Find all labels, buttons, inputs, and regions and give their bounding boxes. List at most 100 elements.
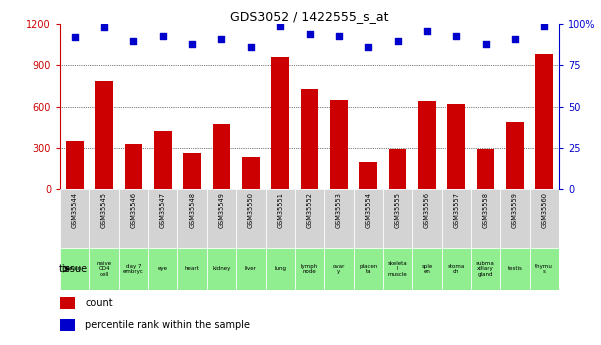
Text: sple
en: sple en <box>421 264 433 274</box>
Point <box>158 33 168 38</box>
Text: thymu
s: thymu s <box>535 264 553 274</box>
Bar <box>295 189 324 248</box>
Text: GSM35554: GSM35554 <box>365 192 371 228</box>
Text: kidney: kidney <box>212 266 231 272</box>
Point <box>188 41 197 47</box>
Bar <box>500 248 529 290</box>
Bar <box>383 189 412 248</box>
Bar <box>383 248 412 290</box>
Text: day 7
embryc: day 7 embryc <box>123 264 144 274</box>
Bar <box>96 80 113 189</box>
Point <box>392 38 402 43</box>
Bar <box>66 141 84 189</box>
Bar <box>442 189 471 248</box>
Point <box>540 23 549 29</box>
Text: stoma
ch: stoma ch <box>448 264 465 274</box>
Point <box>305 31 314 37</box>
Bar <box>266 248 295 290</box>
Point <box>99 25 109 30</box>
Title: GDS3052 / 1422555_s_at: GDS3052 / 1422555_s_at <box>230 10 389 23</box>
Bar <box>418 101 436 189</box>
Bar <box>207 189 236 248</box>
Bar <box>119 248 148 290</box>
Bar <box>529 189 559 248</box>
Text: GSM35547: GSM35547 <box>160 192 166 228</box>
Bar <box>506 122 523 189</box>
Point <box>70 34 79 40</box>
Text: GSM35546: GSM35546 <box>130 192 136 228</box>
Text: skeleta
l
muscle: skeleta l muscle <box>388 260 407 277</box>
Bar <box>529 248 559 290</box>
Point <box>246 45 255 50</box>
Point <box>217 36 227 42</box>
Point <box>129 38 138 43</box>
Bar <box>213 125 230 189</box>
Text: GSM35553: GSM35553 <box>336 192 342 228</box>
Text: lymph
node: lymph node <box>301 264 318 274</box>
Text: heart: heart <box>185 266 200 272</box>
Point <box>422 28 432 33</box>
Bar <box>447 104 465 189</box>
Text: GSM35552: GSM35552 <box>307 192 313 228</box>
Bar <box>177 189 207 248</box>
Text: liver: liver <box>245 266 257 272</box>
Bar <box>412 248 442 290</box>
Text: GSM35545: GSM35545 <box>101 192 107 228</box>
Bar <box>471 248 500 290</box>
Bar <box>353 189 383 248</box>
Bar <box>148 189 177 248</box>
Bar <box>154 131 172 189</box>
Bar <box>119 189 148 248</box>
Text: brain: brain <box>68 266 82 272</box>
Text: placen
ta: placen ta <box>359 264 377 274</box>
Bar <box>324 189 353 248</box>
Point <box>275 23 285 29</box>
Bar <box>242 157 260 189</box>
Bar <box>148 248 177 290</box>
Bar <box>90 189 119 248</box>
Bar <box>442 248 471 290</box>
Text: GSM35549: GSM35549 <box>219 192 225 228</box>
Bar <box>295 248 324 290</box>
Bar <box>60 189 90 248</box>
Bar <box>471 189 500 248</box>
Bar <box>389 149 406 189</box>
Text: eye: eye <box>158 266 168 272</box>
Bar <box>500 189 529 248</box>
Bar <box>477 149 495 189</box>
Bar <box>60 248 90 290</box>
Text: GSM35548: GSM35548 <box>189 192 195 228</box>
Bar <box>412 189 442 248</box>
Text: GSM35557: GSM35557 <box>453 192 459 228</box>
Bar <box>359 161 377 189</box>
Point <box>510 36 520 42</box>
Bar <box>236 189 266 248</box>
Bar <box>60 319 75 331</box>
Bar <box>535 55 553 189</box>
Text: subma
xillary
gland: subma xillary gland <box>476 260 495 277</box>
Text: GSM35551: GSM35551 <box>277 192 283 228</box>
Bar <box>272 57 289 189</box>
Bar <box>207 248 236 290</box>
Text: GSM35560: GSM35560 <box>542 192 548 228</box>
Text: tissue: tissue <box>59 264 88 274</box>
Bar <box>236 248 266 290</box>
Bar <box>330 100 347 189</box>
Text: GSM35555: GSM35555 <box>394 192 400 228</box>
Text: GSM35550: GSM35550 <box>248 192 254 228</box>
Text: count: count <box>85 298 112 308</box>
Bar <box>124 144 142 189</box>
Bar <box>353 248 383 290</box>
Text: ovar
y: ovar y <box>333 264 345 274</box>
Text: testis: testis <box>507 266 522 272</box>
Bar <box>177 248 207 290</box>
Text: GSM35559: GSM35559 <box>512 192 518 228</box>
Bar <box>300 89 319 189</box>
Point <box>481 41 490 47</box>
Bar <box>90 248 119 290</box>
Text: GSM35544: GSM35544 <box>72 192 78 228</box>
Text: GSM35558: GSM35558 <box>483 192 489 228</box>
Point <box>364 45 373 50</box>
Point <box>334 33 344 38</box>
Bar <box>183 154 201 189</box>
